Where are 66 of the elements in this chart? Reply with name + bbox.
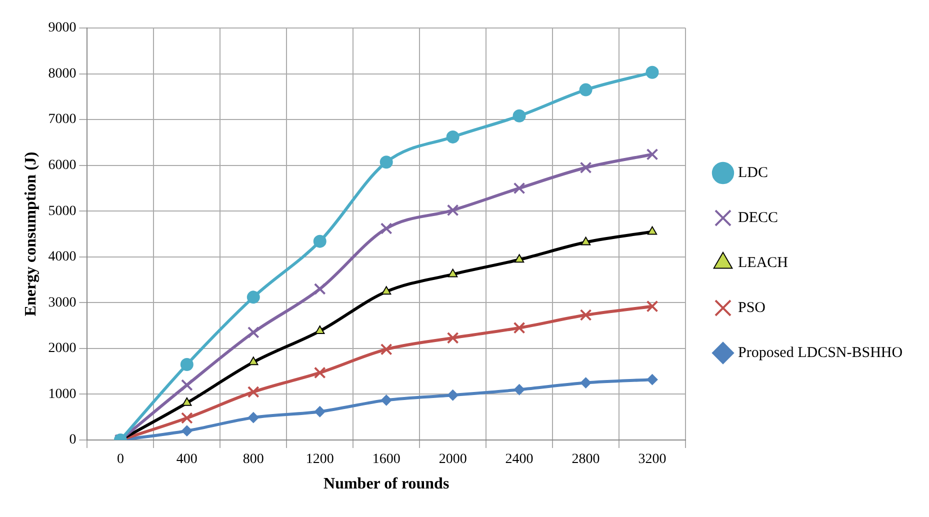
- y-axis-title: Energy consumption (J): [22, 152, 40, 316]
- y-tick-label: 9000: [48, 20, 76, 36]
- y-tick-label: 7000: [48, 112, 76, 128]
- y-tick-label: 3000: [48, 295, 76, 310]
- point: [380, 394, 392, 406]
- y-tick-label: 1000: [48, 386, 76, 402]
- point: [314, 282, 326, 295]
- y-tick-label: 5000: [48, 204, 76, 219]
- legend-label: Proposed LDCSN-BSHHO: [738, 344, 903, 361]
- x-tick-label: 1600: [372, 452, 400, 468]
- point: [513, 322, 526, 334]
- point: [314, 406, 326, 418]
- point: [380, 156, 393, 169]
- point: [446, 204, 459, 216]
- x-tick-label: 1200: [306, 452, 334, 468]
- point: [513, 182, 526, 194]
- x-tick-label: 2000: [438, 452, 467, 468]
- x-tick-label: 3200: [638, 452, 666, 468]
- point: [446, 332, 459, 344]
- point: [380, 222, 392, 234]
- point: [315, 326, 325, 334]
- point: [646, 148, 658, 160]
- point: [646, 66, 659, 79]
- point: [247, 386, 260, 398]
- point: [180, 358, 194, 371]
- point: [646, 374, 658, 386]
- x-tick-label: 400: [176, 452, 198, 468]
- legend-label: PSO: [738, 300, 766, 316]
- legend-label: DECC: [738, 210, 778, 226]
- point: [580, 309, 592, 321]
- x-tick-label: 2800: [572, 452, 600, 468]
- point: [580, 162, 592, 174]
- point: [380, 343, 392, 356]
- point: [512, 109, 526, 122]
- point: [246, 290, 260, 304]
- point: [180, 379, 193, 392]
- y-tick-label: 0: [69, 432, 76, 448]
- x-axis-title: Number of rounds: [324, 476, 450, 493]
- point: [247, 326, 260, 338]
- x-tick-label: 0: [116, 452, 124, 468]
- point: [248, 356, 258, 366]
- point: [248, 412, 259, 424]
- point: [646, 300, 658, 312]
- y-tick-label: 4000: [48, 250, 76, 265]
- point: [446, 130, 460, 144]
- point: [514, 254, 524, 263]
- point: [579, 83, 592, 96]
- legend-label: LDC: [738, 164, 768, 181]
- point: [447, 390, 458, 401]
- point: [580, 377, 592, 388]
- y-tick-label: 8000: [48, 66, 76, 82]
- point: [313, 234, 326, 248]
- point: [647, 226, 658, 235]
- y-tick-label: 2000: [48, 341, 76, 356]
- point: [382, 286, 392, 295]
- point: [580, 236, 591, 246]
- point: [514, 384, 525, 396]
- y-tick-label: 6000: [48, 158, 76, 174]
- point: [180, 412, 193, 424]
- point: [182, 397, 192, 406]
- legend-label: LEACH: [738, 254, 788, 271]
- point: [181, 425, 192, 436]
- x-tick-label: 800: [242, 452, 264, 468]
- point: [314, 366, 326, 379]
- point: [448, 268, 458, 278]
- x-tick-label: 2400: [505, 452, 534, 468]
